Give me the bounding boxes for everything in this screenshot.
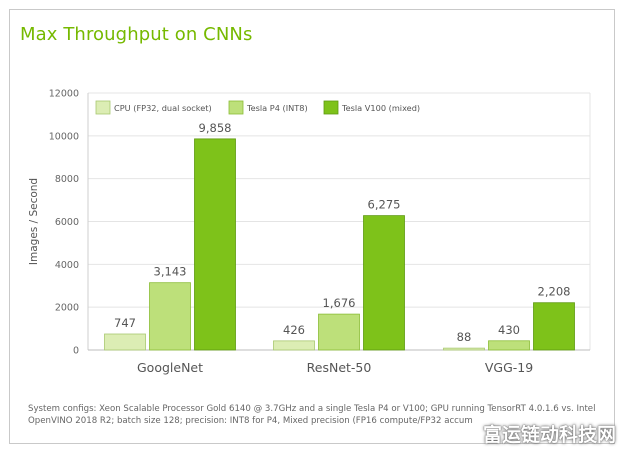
bar-value-label: 2,208 (538, 285, 571, 299)
legend-swatch (323, 100, 339, 115)
y-axis-label: Images / Second (28, 178, 40, 265)
x-tick-label: VGG-19 (485, 360, 533, 375)
x-tick-label: ResNet-50 (307, 360, 372, 375)
bar-value-label: 9,858 (199, 121, 232, 135)
y-tick-label: 0 (73, 346, 79, 357)
y-tick-label: 8000 (55, 174, 79, 185)
bar (194, 138, 236, 351)
legend-label: Tesla P4 (INT8) (246, 103, 308, 113)
y-tick-label: 4000 (55, 260, 79, 271)
bar (273, 340, 315, 351)
y-tick-label: 12000 (49, 89, 79, 100)
y-tick-label: 2000 (55, 303, 79, 314)
bar (149, 282, 191, 351)
bar (318, 313, 360, 351)
legend-swatch (95, 100, 111, 115)
legend-swatch (228, 100, 244, 115)
bar (363, 215, 405, 351)
system-configs-footnote: System configs: Xeon Scalable Processor … (28, 404, 596, 426)
legend-label: Tesla V100 (mixed) (341, 103, 420, 113)
bar-value-label: 88 (457, 330, 472, 344)
bar-value-label: 747 (114, 316, 136, 330)
bar (533, 302, 575, 351)
bar-value-label: 430 (498, 323, 520, 337)
bar-value-label: 3,143 (154, 265, 187, 279)
bar-value-label: 1,676 (323, 296, 356, 310)
legend-label: CPU (FP32, dual socket) (114, 103, 212, 113)
y-tick-label: 6000 (55, 217, 79, 228)
chart-title: Max Throughput on CNNs (20, 24, 253, 45)
bar (443, 347, 485, 351)
x-tick-label: GoogleNet (137, 360, 203, 375)
watermark: 富运链动科技网 (482, 424, 616, 446)
bar (104, 333, 146, 351)
bar-value-label: 6,275 (368, 198, 401, 212)
y-tick-label: 10000 (49, 131, 79, 142)
bar (488, 340, 530, 351)
chart-frame (9, 9, 615, 444)
bar-value-label: 426 (283, 323, 305, 337)
